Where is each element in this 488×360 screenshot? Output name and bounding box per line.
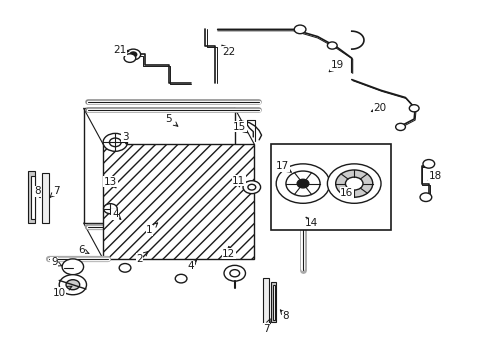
Bar xyxy=(262,278,268,324)
Text: 22: 22 xyxy=(222,45,235,57)
Text: 7: 7 xyxy=(263,319,270,334)
Text: 4: 4 xyxy=(112,209,121,219)
Circle shape xyxy=(327,164,380,203)
Circle shape xyxy=(422,159,434,168)
Circle shape xyxy=(345,177,362,190)
Circle shape xyxy=(247,184,255,190)
Bar xyxy=(31,176,35,220)
Text: 17: 17 xyxy=(275,161,291,172)
Text: 12: 12 xyxy=(222,246,235,258)
Text: 10: 10 xyxy=(53,286,72,298)
Text: 5: 5 xyxy=(165,114,178,126)
Bar xyxy=(27,171,35,223)
Text: 20: 20 xyxy=(370,103,386,113)
Circle shape xyxy=(419,193,431,202)
Text: 7: 7 xyxy=(50,186,60,198)
Circle shape xyxy=(229,270,239,277)
Circle shape xyxy=(66,280,80,290)
Circle shape xyxy=(408,105,418,112)
Circle shape xyxy=(119,264,131,272)
Bar xyxy=(83,108,234,223)
Circle shape xyxy=(285,171,320,196)
Circle shape xyxy=(130,52,137,57)
Circle shape xyxy=(395,123,405,131)
Bar xyxy=(42,173,49,223)
Circle shape xyxy=(175,274,186,283)
Circle shape xyxy=(103,134,127,151)
Text: 16: 16 xyxy=(340,188,353,198)
Text: 19: 19 xyxy=(328,60,343,72)
Text: 2: 2 xyxy=(136,252,147,264)
Circle shape xyxy=(109,138,121,147)
Circle shape xyxy=(327,42,336,49)
Circle shape xyxy=(124,54,136,62)
Bar xyxy=(272,285,275,320)
Text: 15: 15 xyxy=(232,122,247,133)
Circle shape xyxy=(62,259,83,275)
Circle shape xyxy=(297,179,308,188)
Circle shape xyxy=(103,204,117,214)
Text: 9: 9 xyxy=(51,257,62,267)
Bar xyxy=(271,282,276,321)
Text: 13: 13 xyxy=(103,177,117,188)
Text: 8: 8 xyxy=(34,186,41,198)
Circle shape xyxy=(294,25,305,34)
Circle shape xyxy=(224,265,245,281)
Text: 14: 14 xyxy=(305,217,318,228)
Bar xyxy=(103,144,254,259)
Text: 6: 6 xyxy=(78,245,89,255)
Circle shape xyxy=(243,181,260,194)
Text: 3: 3 xyxy=(122,132,128,144)
Text: 21: 21 xyxy=(113,45,128,55)
Text: 1: 1 xyxy=(146,223,157,235)
Circle shape xyxy=(276,164,329,203)
Circle shape xyxy=(335,170,372,197)
Circle shape xyxy=(126,49,141,60)
Text: 18: 18 xyxy=(427,171,441,181)
Bar xyxy=(271,144,390,230)
Circle shape xyxy=(59,275,86,295)
Text: 11: 11 xyxy=(231,176,245,187)
Text: 8: 8 xyxy=(280,310,289,321)
Text: 4: 4 xyxy=(187,260,196,271)
